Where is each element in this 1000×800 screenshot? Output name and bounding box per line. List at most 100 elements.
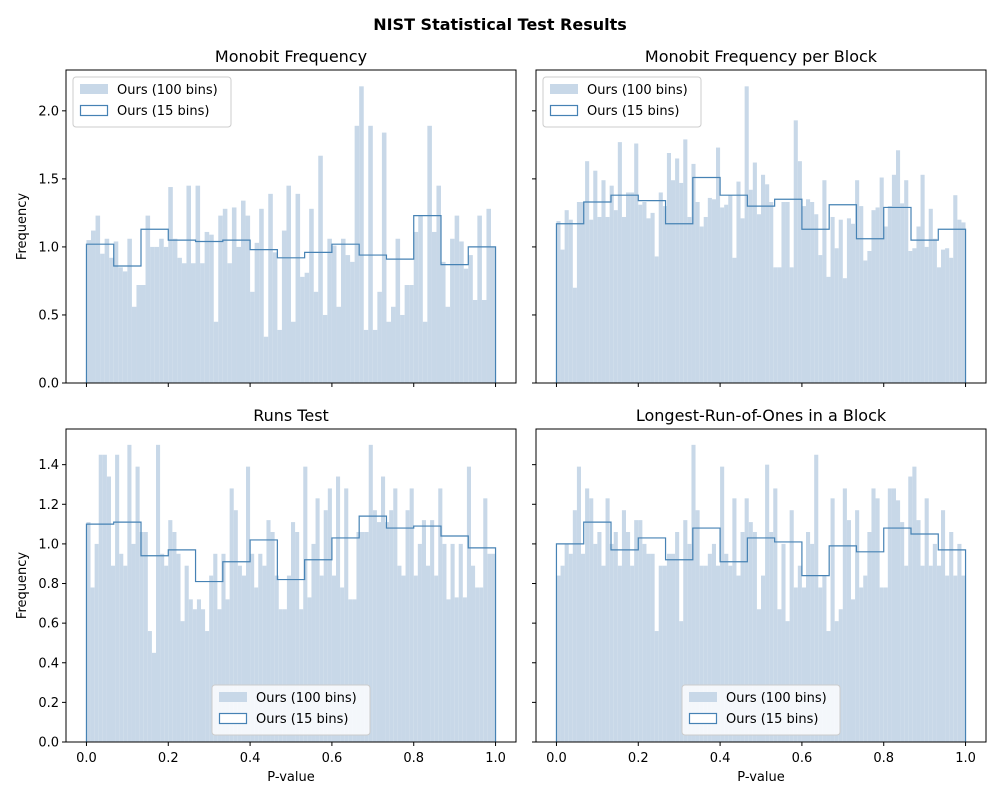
histogram-bar bbox=[957, 219, 962, 383]
histogram-bar bbox=[638, 520, 643, 742]
histogram-bar bbox=[266, 520, 271, 742]
histogram-bar bbox=[225, 599, 230, 742]
x-tick-label: 0.6 bbox=[322, 751, 343, 766]
histogram-bar bbox=[409, 285, 414, 383]
histogram-bar bbox=[842, 278, 847, 383]
histogram-bar bbox=[916, 520, 921, 742]
histogram-bar bbox=[777, 267, 782, 383]
histogram-bar bbox=[724, 553, 729, 742]
histogram-bar bbox=[740, 218, 745, 383]
histogram-bar bbox=[409, 488, 414, 742]
histogram-bar bbox=[368, 444, 373, 742]
histogram-bar bbox=[936, 565, 941, 742]
axes-frame bbox=[65, 428, 517, 743]
histogram-bar bbox=[691, 444, 696, 742]
histogram-bar bbox=[272, 252, 278, 383]
histogram-bar bbox=[912, 248, 917, 383]
histogram-bar bbox=[393, 488, 398, 742]
histogram-bar bbox=[732, 257, 737, 383]
histogram-bar bbox=[184, 565, 189, 742]
histogram-bar bbox=[442, 543, 447, 742]
histogram-bar bbox=[268, 193, 273, 383]
histogram-bar bbox=[654, 631, 659, 742]
histogram-bar bbox=[949, 532, 954, 742]
x-axis-label: P-value bbox=[267, 770, 314, 785]
histogram-bar bbox=[250, 553, 255, 742]
histogram-bar bbox=[122, 271, 128, 383]
histogram-bar bbox=[363, 329, 369, 383]
histogram-bar bbox=[621, 216, 626, 383]
histogram-bar bbox=[405, 510, 410, 742]
histogram-bar bbox=[679, 182, 684, 383]
histogram-bar bbox=[871, 210, 876, 383]
histogram-bar bbox=[237, 565, 242, 742]
histogram-bar bbox=[568, 219, 573, 383]
legend-swatch-fine bbox=[550, 84, 578, 94]
histogram-bar bbox=[928, 208, 933, 383]
histogram-bar bbox=[336, 306, 341, 383]
histogram-bar bbox=[263, 336, 269, 383]
histogram-bar bbox=[646, 553, 651, 742]
panel-title: Longest-Run-of-Ones in a Block bbox=[636, 406, 887, 425]
histogram-bar bbox=[111, 565, 116, 742]
histogram-bar bbox=[227, 263, 232, 383]
y-axis-label: Frequency bbox=[15, 552, 30, 619]
histogram-bar bbox=[262, 565, 267, 742]
histogram-bar bbox=[953, 575, 958, 742]
histogram-bar bbox=[319, 575, 324, 742]
histogram-bar bbox=[728, 565, 733, 742]
step-outline bbox=[85, 215, 497, 383]
histogram-bar bbox=[123, 565, 128, 742]
histogram-bar bbox=[851, 599, 856, 742]
histogram-bar bbox=[654, 256, 659, 383]
histogram-bar bbox=[626, 532, 631, 742]
histogram-bar bbox=[377, 291, 382, 383]
histogram-bar bbox=[427, 125, 432, 384]
histogram-bar bbox=[364, 532, 369, 742]
histogram-bar bbox=[945, 575, 950, 742]
histogram-bar bbox=[773, 267, 778, 383]
histogram-bar bbox=[846, 218, 851, 383]
histogram-bar bbox=[568, 553, 573, 742]
histogram-bar bbox=[397, 565, 402, 742]
legend-swatch-fine bbox=[80, 84, 108, 94]
histogram-bar bbox=[597, 532, 602, 742]
histogram-bar bbox=[145, 215, 151, 383]
histogram-bar bbox=[196, 599, 201, 742]
x-tick-label: 1.0 bbox=[485, 751, 506, 766]
histogram-bar bbox=[231, 207, 237, 383]
histogram-bar bbox=[883, 226, 888, 383]
histogram-bar bbox=[576, 202, 581, 383]
histogram-bar bbox=[838, 219, 843, 383]
histogram-bar bbox=[646, 218, 651, 383]
histogram-bar bbox=[769, 532, 774, 742]
histogram-bar bbox=[172, 238, 178, 383]
histogram-bar bbox=[785, 621, 790, 742]
histogram-bar bbox=[560, 249, 565, 383]
histogram-bar bbox=[851, 223, 856, 383]
histogram-bar bbox=[691, 163, 696, 383]
histogram-bar bbox=[793, 120, 798, 383]
histogram-bar bbox=[838, 609, 843, 742]
histogram-bar bbox=[421, 520, 426, 742]
histogram-bar bbox=[626, 192, 631, 383]
histogram-bar bbox=[259, 208, 264, 383]
histogram-bar bbox=[318, 155, 323, 383]
histogram-bar bbox=[650, 212, 655, 383]
histogram-bar bbox=[941, 510, 946, 742]
legend-frame bbox=[72, 76, 232, 128]
histogram-bar bbox=[426, 565, 431, 742]
histogram-bar bbox=[945, 248, 950, 383]
histogram-bar bbox=[106, 476, 111, 742]
histogram-bar bbox=[564, 210, 569, 383]
y-tick-label: 1.4 bbox=[38, 458, 59, 473]
legend-label: Ours (15 bins) bbox=[117, 104, 209, 119]
histogram-bar bbox=[254, 242, 260, 383]
histogram-bar bbox=[441, 261, 446, 383]
histogram-bar bbox=[192, 609, 197, 742]
x-tick-label: 0.0 bbox=[76, 751, 97, 766]
histogram-bar bbox=[634, 143, 639, 383]
histogram-bar bbox=[491, 246, 496, 383]
histogram-bar bbox=[90, 587, 95, 742]
histogram-bar bbox=[666, 153, 671, 383]
